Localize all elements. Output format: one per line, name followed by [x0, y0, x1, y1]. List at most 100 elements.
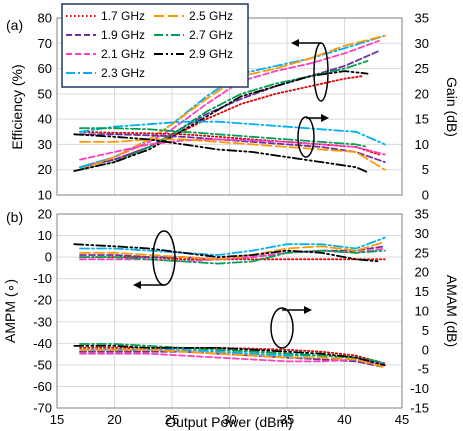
legend-item-2-9-ghz: 2.9 GHz [154, 47, 233, 61]
series-line-gain-2-1-ghz [79, 138, 386, 161]
series-line-amam-2-9-ghz [73, 344, 386, 367]
left-tick-label: 10 [38, 228, 52, 243]
series-line-gain-2-9-ghz [73, 133, 369, 174]
right-tick-label: 0 [422, 342, 429, 357]
efficiency-arrow-head [291, 39, 299, 47]
legend-item-2-1-ghz: 2.1 GHz [66, 47, 145, 61]
series-line-ampm-2-9-ghz [73, 243, 380, 263]
right-tick-label: 20 [415, 86, 429, 101]
right-tick-label: -15 [410, 401, 429, 416]
right-tick-label: -5 [417, 362, 429, 377]
right-tick-label: -10 [410, 381, 429, 396]
x-tick-label: 20 [107, 412, 121, 427]
amam-arrow-head [304, 306, 312, 314]
legend-item-1-7-ghz: 1.7 GHz [66, 9, 145, 23]
legend-item-2-5-ghz: 2.5 GHz [154, 9, 233, 23]
left-tick-label: 40 [38, 112, 52, 127]
gain-annotation [297, 114, 329, 158]
legend-label: 2.9 GHz [189, 47, 233, 61]
panel-b-left-tick-labels: -70 -60 -50 -40 -30 -20 -10 0 10 20 [33, 207, 52, 416]
panel-a-left-tick-labels: 10 20 30 40 50 60 70 80 [38, 11, 52, 203]
panel-b-series [73, 236, 386, 369]
left-tick-label: -30 [33, 314, 52, 329]
right-tick-label: 15 [415, 112, 429, 127]
right-tick-label: 0 [422, 188, 429, 203]
left-tick-label: -10 [33, 271, 52, 286]
x-axis-label: Output Power (dBm) [165, 414, 293, 430]
legend-item-2-7-ghz: 2.7 GHz [154, 28, 233, 42]
left-tick-label: -50 [33, 357, 52, 372]
right-tick-label: 20 [415, 265, 429, 280]
legend-box [61, 3, 249, 88]
series-line-ampm-2-3-ghz [79, 236, 386, 256]
right-tick-label: 10 [415, 137, 429, 152]
series-line-gain-2-3-ghz [79, 120, 386, 146]
series-line-gain-2-5-ghz [79, 138, 386, 171]
series-line-ampm-2-7-ghz [79, 249, 386, 265]
x-tick-label: 15 [50, 412, 64, 427]
efficiency-annotation [291, 39, 329, 102]
left-tick-label: 50 [38, 86, 52, 101]
gain-group-ellipse [297, 116, 315, 158]
amam-axis-label: AMAM (dB) [444, 275, 460, 347]
left-tick-label: 10 [38, 188, 52, 203]
panel-a-right-tick-labels: 0 5 10 15 20 25 30 35 [415, 11, 429, 203]
legend-label: 1.7 GHz [101, 9, 145, 23]
legend-item-1-9-ghz: 1.9 GHz [66, 28, 145, 42]
right-tick-label: 15 [415, 284, 429, 299]
x-tick-label: 35 [280, 412, 294, 427]
right-tick-label: 10 [415, 304, 429, 319]
legend-item-2-3-ghz: 2.3 GHz [66, 66, 145, 80]
series-line-ampm-2-5-ghz [79, 241, 386, 261]
right-tick-label: 35 [415, 11, 429, 26]
left-tick-label: -60 [33, 379, 52, 394]
series-line-amam-2-1-ghz [79, 352, 386, 367]
right-tick-label: 5 [422, 162, 429, 177]
right-tick-label: 35 [415, 207, 429, 222]
x-tick-label: 30 [222, 412, 236, 427]
right-tick-label: 25 [415, 61, 429, 76]
x-tick-label: 45 [395, 412, 409, 427]
ampm-annotation [133, 230, 176, 289]
ampm-axis-label: AMPM (∘) [2, 279, 18, 343]
series-line-efficiency-2-5-ghz [79, 34, 386, 171]
left-tick-label: -20 [33, 293, 52, 308]
left-tick-label: -70 [33, 401, 52, 416]
panel-b-label: (b) [6, 209, 23, 225]
left-tick-label: 0 [45, 250, 52, 265]
series-line-ampm-2-1-ghz [79, 247, 386, 263]
x-tick-labels: 15 20 25 30 35 40 45 [50, 412, 409, 427]
right-tick-label: 25 [415, 245, 429, 260]
left-tick-label: 20 [38, 207, 52, 222]
ampm-arrow-head [133, 281, 141, 289]
legend-label: 2.7 GHz [189, 28, 233, 42]
legend-label: 2.5 GHz [189, 9, 233, 23]
series-line-ampm-1-7-ghz [79, 256, 386, 261]
left-tick-label: 60 [38, 61, 52, 76]
gain-arrow-head [321, 114, 329, 122]
efficiency-axis-label: Efficiency (%) [9, 64, 25, 149]
series-line-gain-2-7-ghz [79, 127, 369, 148]
gain-axis-label: Gain (dB) [444, 77, 460, 137]
panel-b-right-tick-labels: -15 -10 -5 0 5 10 15 20 25 30 35 [410, 207, 429, 416]
right-tick-label: 5 [422, 323, 429, 338]
legend-items: 1.7 GHz 2.5 GHz 1.9 GHz 2.7 GHz 2.1 GHz 2.9 G… [66, 9, 233, 80]
amam-group-ellipse [270, 307, 294, 349]
left-tick-label: 20 [38, 162, 52, 177]
legend-label: 2.3 GHz [101, 66, 145, 80]
amam-annotation [270, 306, 312, 349]
series-line-amam-2-7-ghz [79, 343, 380, 363]
left-tick-label: 80 [38, 11, 52, 26]
panel-a-label: (a) [6, 17, 23, 33]
left-tick-label: -40 [33, 336, 52, 351]
legend-label: 2.1 GHz [101, 47, 145, 61]
panel-b-frame [56, 213, 403, 409]
legend-label: 1.9 GHz [101, 28, 145, 42]
left-tick-label: 70 [38, 36, 52, 51]
x-tick-label: 25 [165, 412, 179, 427]
right-tick-label: 30 [415, 226, 429, 241]
legend: 1.7 GHz 2.5 GHz 1.9 GHz 2.7 GHz 2.1 GHz 2.9 G… [61, 3, 249, 88]
left-tick-label: 30 [38, 137, 52, 152]
